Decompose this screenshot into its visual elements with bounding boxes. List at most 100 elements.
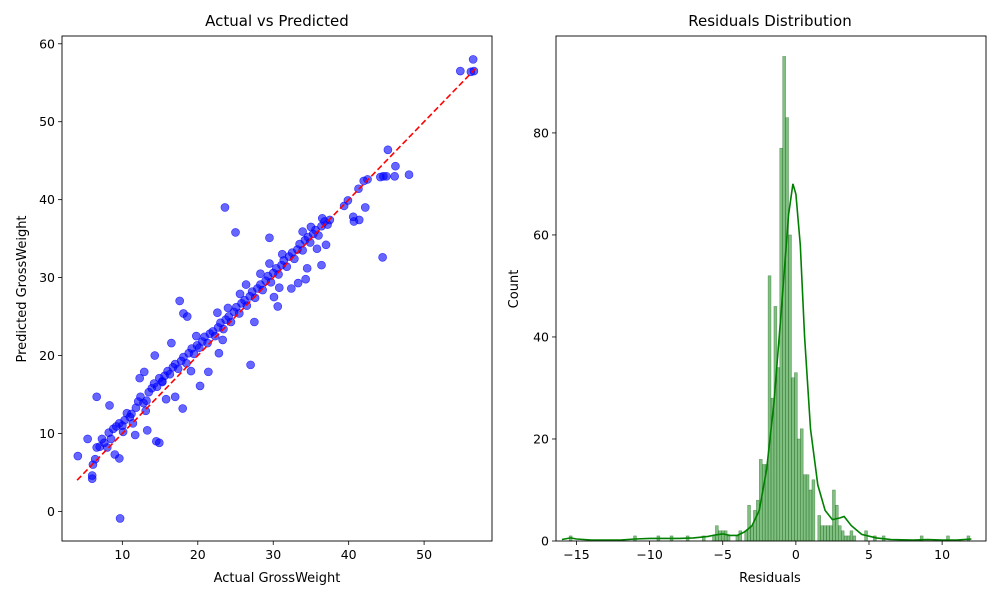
scatter-point xyxy=(218,335,227,345)
scatter-y-ticks: 0 10 20 30 40 50 60 xyxy=(39,36,62,519)
scatter-point xyxy=(90,454,100,464)
x-tick-label: 50 xyxy=(416,547,432,562)
histogram-bar xyxy=(712,535,716,542)
scatter-point xyxy=(102,443,112,452)
scatter-point xyxy=(173,364,183,374)
scatter-point xyxy=(258,285,267,295)
scatter-point xyxy=(175,296,184,306)
x-tick-label: 0 xyxy=(792,547,800,562)
scatter-point xyxy=(204,367,213,377)
scatter-panel: Actual vs Predicted Actual GrossWeight P… xyxy=(15,12,493,586)
histogram-bar xyxy=(826,525,830,542)
y-tick-label: 40 xyxy=(533,329,549,344)
scatter-point xyxy=(73,451,83,461)
histogram-bar xyxy=(753,510,757,542)
scatter-point xyxy=(456,66,465,76)
scatter-point xyxy=(312,244,322,254)
scatter-point xyxy=(360,203,370,212)
scatter-point xyxy=(378,253,387,262)
histogram-bar xyxy=(808,489,813,542)
histogram-bar xyxy=(840,530,845,542)
histogram-bar xyxy=(805,474,810,542)
scatter-point xyxy=(246,360,255,370)
histogram-bar xyxy=(846,535,851,542)
histogram-bar xyxy=(718,530,722,542)
y-tick-label: 60 xyxy=(533,227,549,242)
scatter-point xyxy=(235,289,245,299)
scatter-point xyxy=(223,303,233,313)
histogram-bar xyxy=(723,530,728,542)
scatter-point xyxy=(306,222,316,232)
histogram-bar xyxy=(779,147,783,542)
scatter-point xyxy=(127,409,136,419)
histogram-bar xyxy=(829,525,833,542)
scatter-point xyxy=(274,270,283,279)
scatter-point xyxy=(220,203,230,212)
histogram-title: Residuals Distribution xyxy=(688,12,851,30)
histogram-x-ticks: −15 −10 −5 0 5 10 xyxy=(563,541,950,562)
scatter-point xyxy=(115,514,125,523)
scatter-point xyxy=(158,377,167,387)
y-tick-label: 0 xyxy=(47,504,55,519)
histogram-bar xyxy=(802,474,807,542)
scatter-point xyxy=(274,283,284,293)
histogram-bar xyxy=(817,515,821,542)
histogram-panel: Residuals Distribution Residuals Count −… xyxy=(507,12,987,586)
x-tick-label: 40 xyxy=(341,547,357,562)
scatter-point xyxy=(92,392,102,402)
scatter-point xyxy=(390,171,399,181)
scatter-point xyxy=(213,308,222,317)
scatter-point xyxy=(142,426,152,435)
histogram-bar xyxy=(782,56,786,542)
y-tick-label: 50 xyxy=(39,114,55,129)
histogram-ylabel: Count xyxy=(507,270,522,309)
scatter-point xyxy=(273,302,283,311)
scatter-point xyxy=(203,338,212,348)
scatter-point xyxy=(214,348,224,358)
y-tick-label: 0 xyxy=(541,534,549,549)
x-tick-label: 5 xyxy=(865,547,873,562)
x-tick-label: −15 xyxy=(563,547,589,562)
scatter-point xyxy=(191,331,201,341)
histogram-bar xyxy=(773,306,778,542)
x-tick-label: 10 xyxy=(114,547,130,562)
x-tick-label: −5 xyxy=(714,547,732,562)
histogram-bar xyxy=(838,525,842,542)
scatter-point xyxy=(189,349,199,359)
scatter-point xyxy=(186,366,196,376)
scatter-point xyxy=(301,274,310,284)
scatter-point xyxy=(391,161,400,171)
histogram-bars xyxy=(568,56,971,542)
scatter-point xyxy=(265,233,274,243)
histogram-bar xyxy=(726,535,731,542)
scatter-points xyxy=(73,55,479,523)
x-tick-label: 30 xyxy=(265,547,281,562)
scatter-point xyxy=(293,278,303,288)
scatter-point xyxy=(210,331,220,341)
scatter-point xyxy=(277,249,287,259)
histogram-bar xyxy=(738,530,742,542)
scatter-point xyxy=(135,373,145,383)
histogram-bar xyxy=(791,377,795,542)
histogram-bar xyxy=(843,535,848,542)
y-tick-label: 40 xyxy=(39,192,55,207)
histogram-frame xyxy=(555,35,987,542)
scatter-point xyxy=(87,471,97,480)
scatter-point xyxy=(404,170,414,180)
scatter-point xyxy=(161,394,171,404)
scatter-ylabel: Predicted GrossWeight xyxy=(15,215,30,362)
scatter-point xyxy=(150,351,160,360)
y-tick-label: 20 xyxy=(39,348,55,363)
scatter-point xyxy=(382,171,391,181)
scatter-point xyxy=(167,338,176,348)
y-tick-label: 60 xyxy=(39,36,55,51)
scatter-point xyxy=(298,227,307,236)
histogram-bar xyxy=(794,372,798,542)
scatter-frame xyxy=(61,35,493,542)
scatter-point xyxy=(250,293,260,303)
histogram-bar xyxy=(750,525,754,542)
x-tick-label: 10 xyxy=(934,547,950,562)
scatter-point xyxy=(317,260,326,270)
y-tick-label: 10 xyxy=(39,426,55,441)
